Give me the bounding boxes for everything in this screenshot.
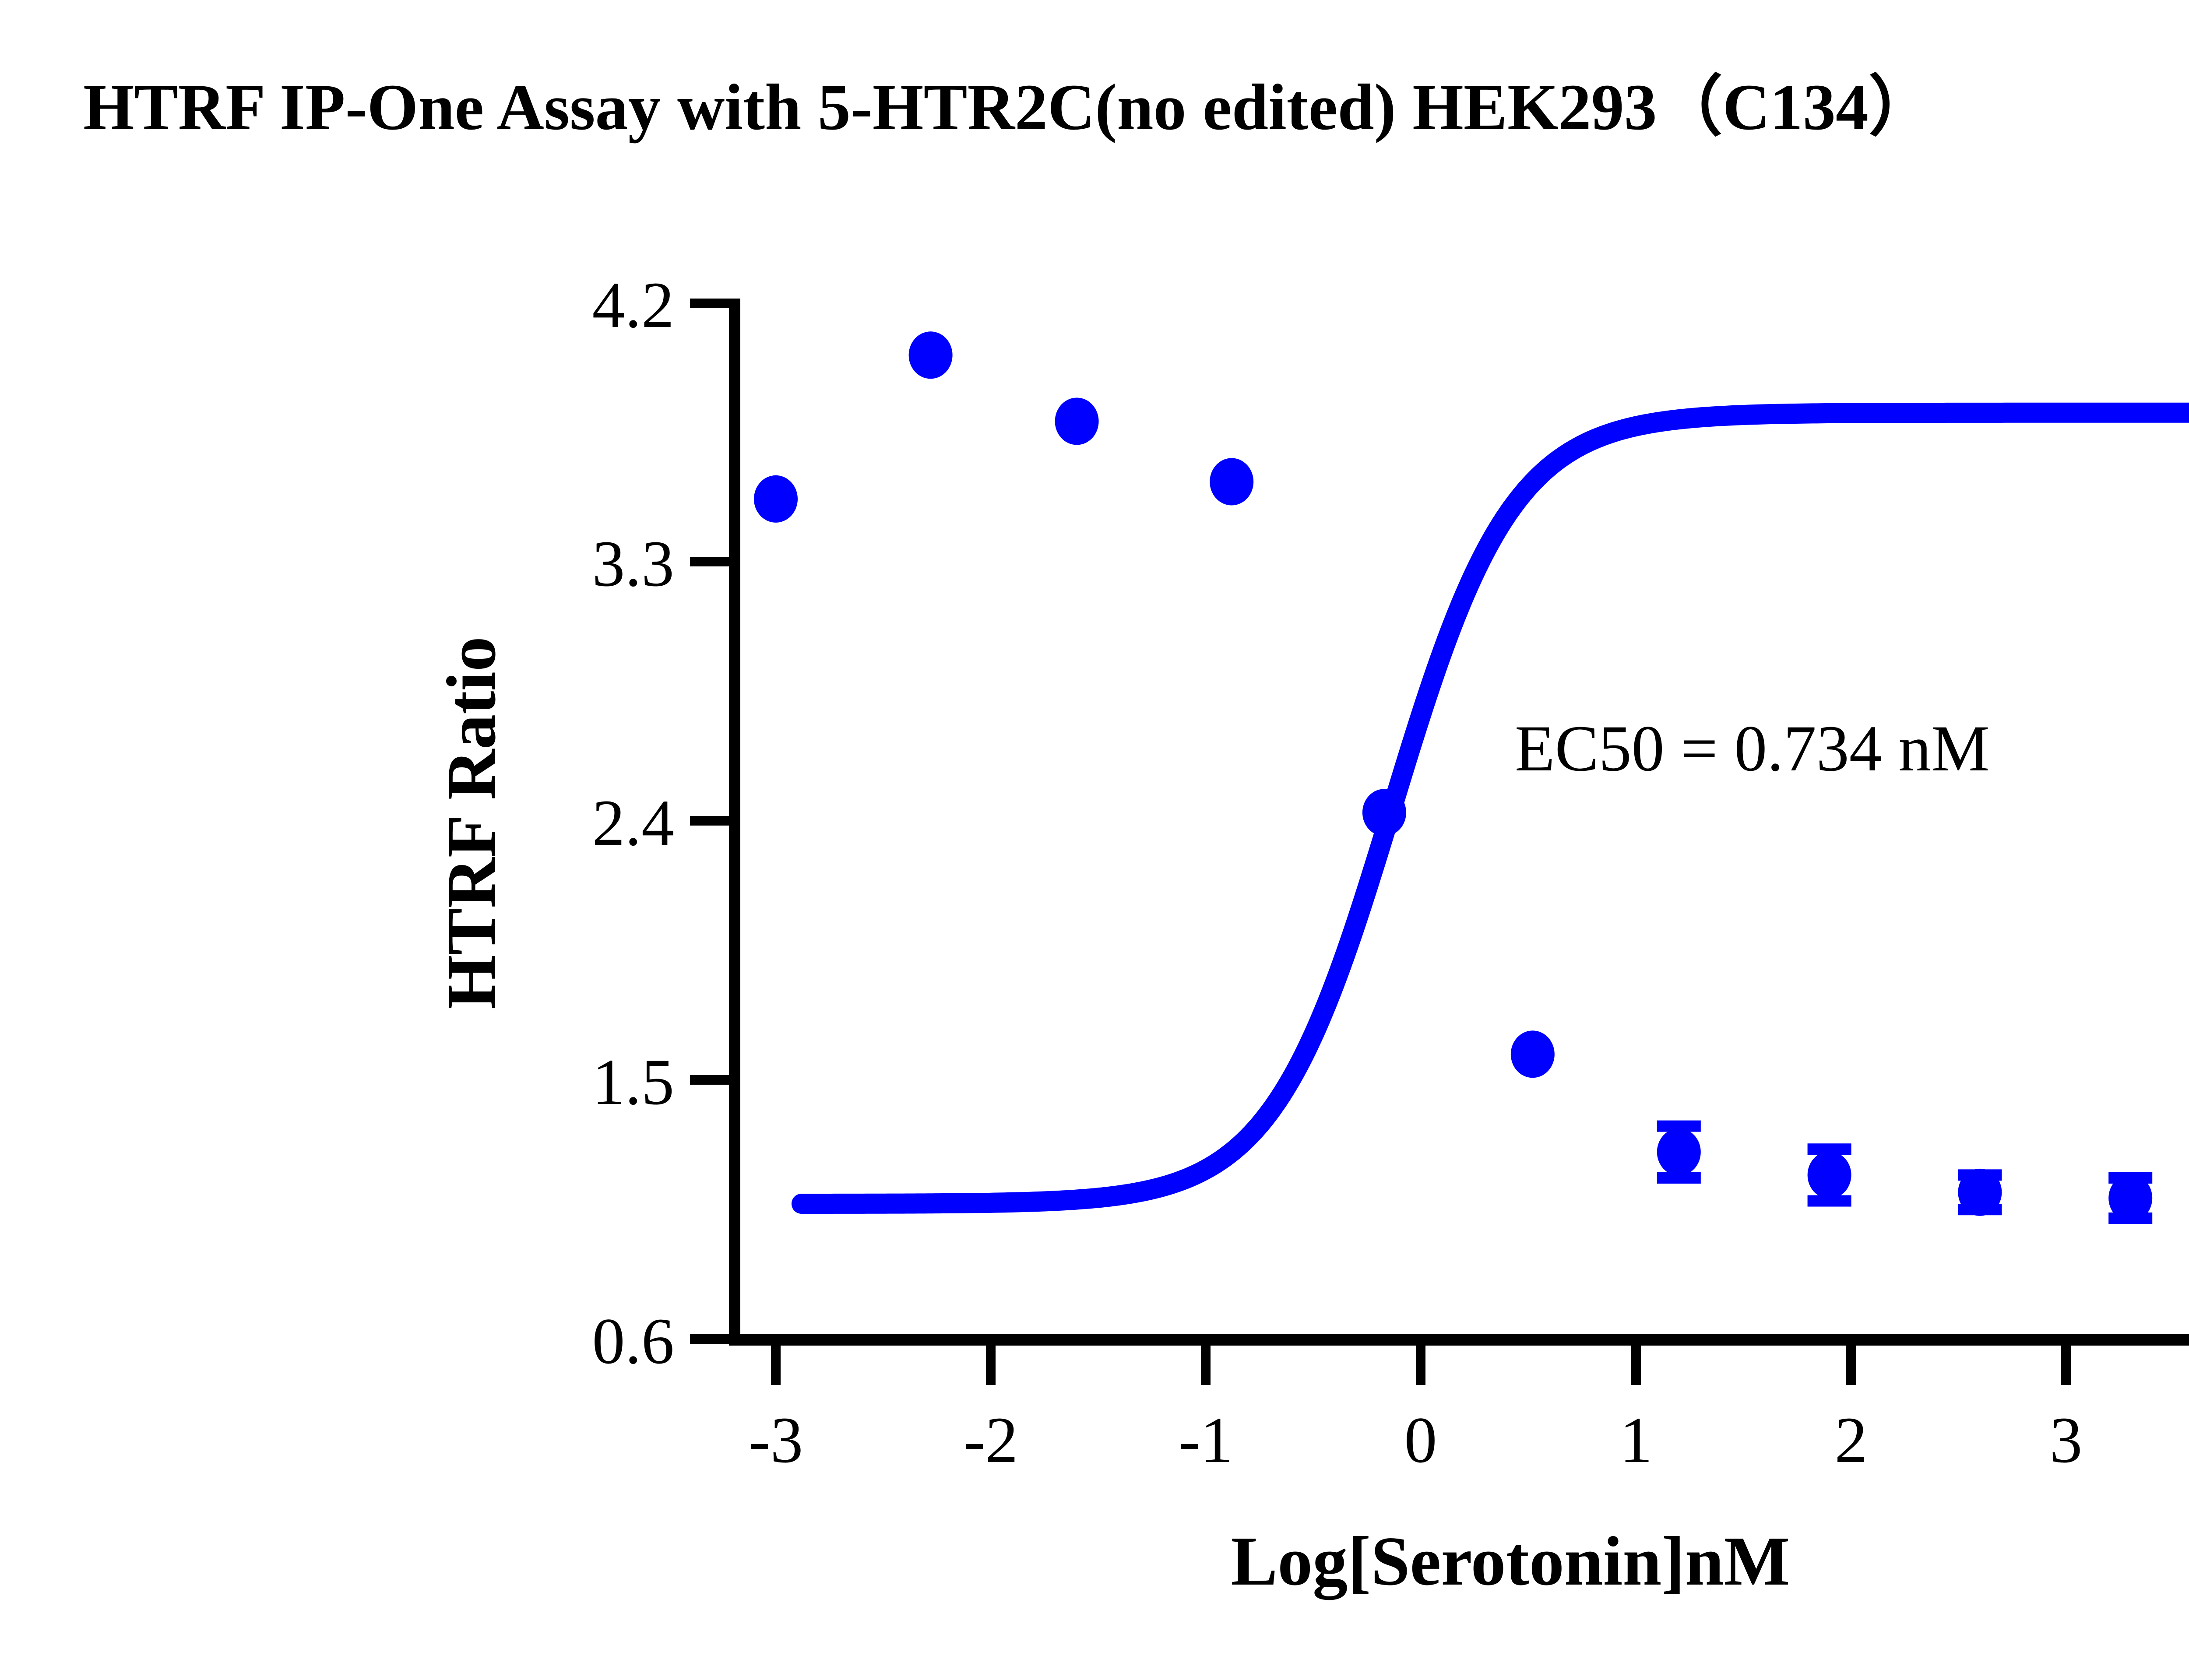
x-tick-mark: [771, 1345, 781, 1385]
page-title: HTRF IP-One Assay with 5-HTR2C(no edited…: [83, 71, 1934, 144]
data-point[interactable]: [754, 475, 798, 523]
fit-curve: [791, 402, 2189, 1214]
x-tick-label: -1: [1179, 1404, 1233, 1476]
x-tick-label: 1: [1620, 1404, 1653, 1476]
y-tick-labels: 4.2 3.3 2.4 1.5 0.6: [592, 269, 675, 1378]
y-tick-mark: [690, 1075, 730, 1085]
y-tick-label: 0.6: [592, 1305, 675, 1378]
y-axis-spine: [729, 299, 740, 1345]
y-tick-label: 3.3: [592, 527, 675, 600]
x-tick-mark: [1416, 1345, 1425, 1385]
error-bars-group: [1657, 1120, 2153, 1224]
y-tick-mark: [690, 816, 730, 826]
x-axis-title: Log[Serotonin]nM: [1231, 1522, 1790, 1600]
x-tick-mark: [1631, 1345, 1641, 1385]
y-tick-label: 2.4: [592, 787, 675, 859]
data-point[interactable]: [1055, 397, 1099, 445]
data-point[interactable]: [1657, 1128, 1701, 1176]
ec50-annotation: EC50 = 0.734 nM: [1515, 712, 1990, 785]
x-tick-label: 0: [1404, 1404, 1437, 1476]
data-point[interactable]: [1958, 1168, 2002, 1216]
axis-spines: [729, 299, 2189, 1346]
y-tick-label: 4.2: [592, 269, 675, 341]
y-tick-mark: [690, 557, 730, 566]
x-tick-label: -2: [964, 1404, 1018, 1476]
data-point[interactable]: [1362, 789, 1406, 836]
data-point[interactable]: [1807, 1151, 1851, 1199]
data-point[interactable]: [2108, 1174, 2153, 1222]
y-tick-marks: [690, 299, 730, 1344]
y-tick-label: 1.5: [592, 1046, 675, 1118]
x-axis-spine: [729, 1334, 2189, 1346]
x-tick-label: 2: [1835, 1404, 1868, 1476]
x-tick-labels: -3 -2 -1 0 1 2 3 4: [749, 1404, 2083, 1476]
x-tick-mark: [1201, 1345, 1211, 1385]
x-tick-marks: [771, 1345, 2071, 1385]
data-point[interactable]: [1210, 458, 1254, 506]
x-tick-mark: [2061, 1345, 2071, 1385]
x-tick-mark: [986, 1345, 996, 1385]
data-point[interactable]: [908, 331, 953, 379]
x-tick-label: 3: [2050, 1404, 2083, 1476]
y-tick-mark: [690, 1334, 730, 1344]
y-tick-mark: [690, 299, 730, 308]
x-tick-mark: [1846, 1345, 1856, 1385]
x-tick-label: -3: [749, 1404, 803, 1476]
data-point[interactable]: [1510, 1030, 1555, 1078]
data-points-group: [754, 331, 2153, 1222]
y-axis-title: HTRF Ratio: [432, 636, 510, 1009]
